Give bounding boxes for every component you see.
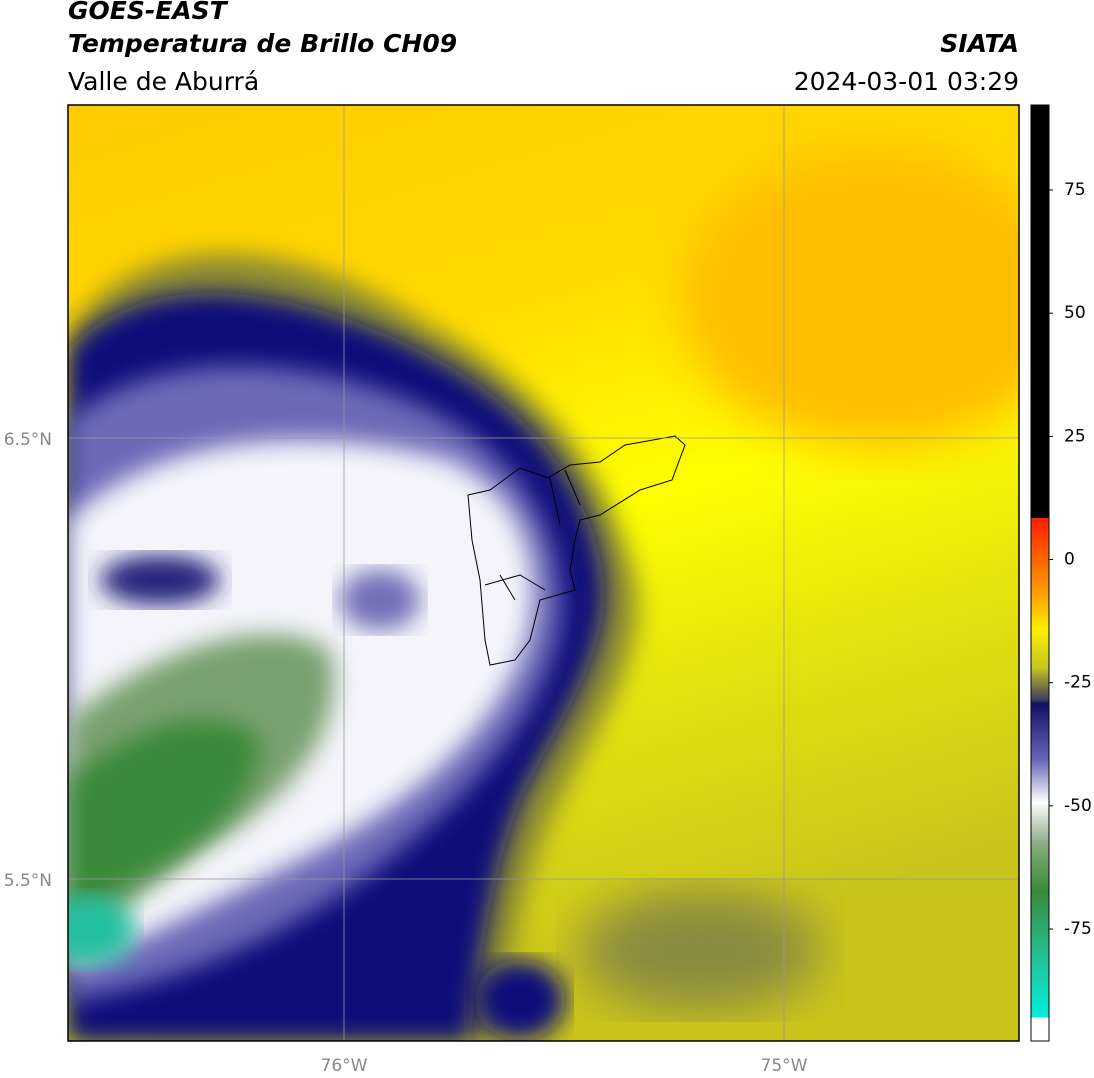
lat-label: 5.5°N [4, 871, 52, 891]
graticule [68, 105, 1019, 1041]
colorbar-tick-label: -75 [1064, 919, 1092, 939]
satellite-image [68, 105, 1019, 1041]
product: GOES-EAST [68, 0, 229, 25]
colorbar-tick-label: 50 [1064, 303, 1086, 323]
colorbar-tick-label: 0 [1064, 550, 1075, 570]
lon-label: 76°W [321, 1056, 368, 1076]
colorbar-tick-label: 75 [1064, 180, 1086, 200]
title: Temperatura de Brillo CH09 [68, 29, 457, 58]
timestamp: 2024-03-01 03:29 [794, 67, 1019, 96]
lon-label: 75°W [761, 1056, 808, 1076]
colorbar-tick-label: -50 [1064, 796, 1092, 816]
colorbar [1030, 104, 1050, 1042]
source: SIATA [940, 29, 1019, 58]
municipal-boundaries [467, 435, 686, 666]
map-frame [67, 104, 1020, 1042]
colorbar-tick-label: -25 [1064, 673, 1092, 693]
colorbar-ticks: 75 50 25 0 -25 -50 -75 [1049, 180, 1092, 939]
lat-label: 6.5°N [4, 430, 52, 450]
colorbar-tick-label: 25 [1064, 426, 1086, 446]
region: Valle de Aburrá [68, 67, 259, 96]
